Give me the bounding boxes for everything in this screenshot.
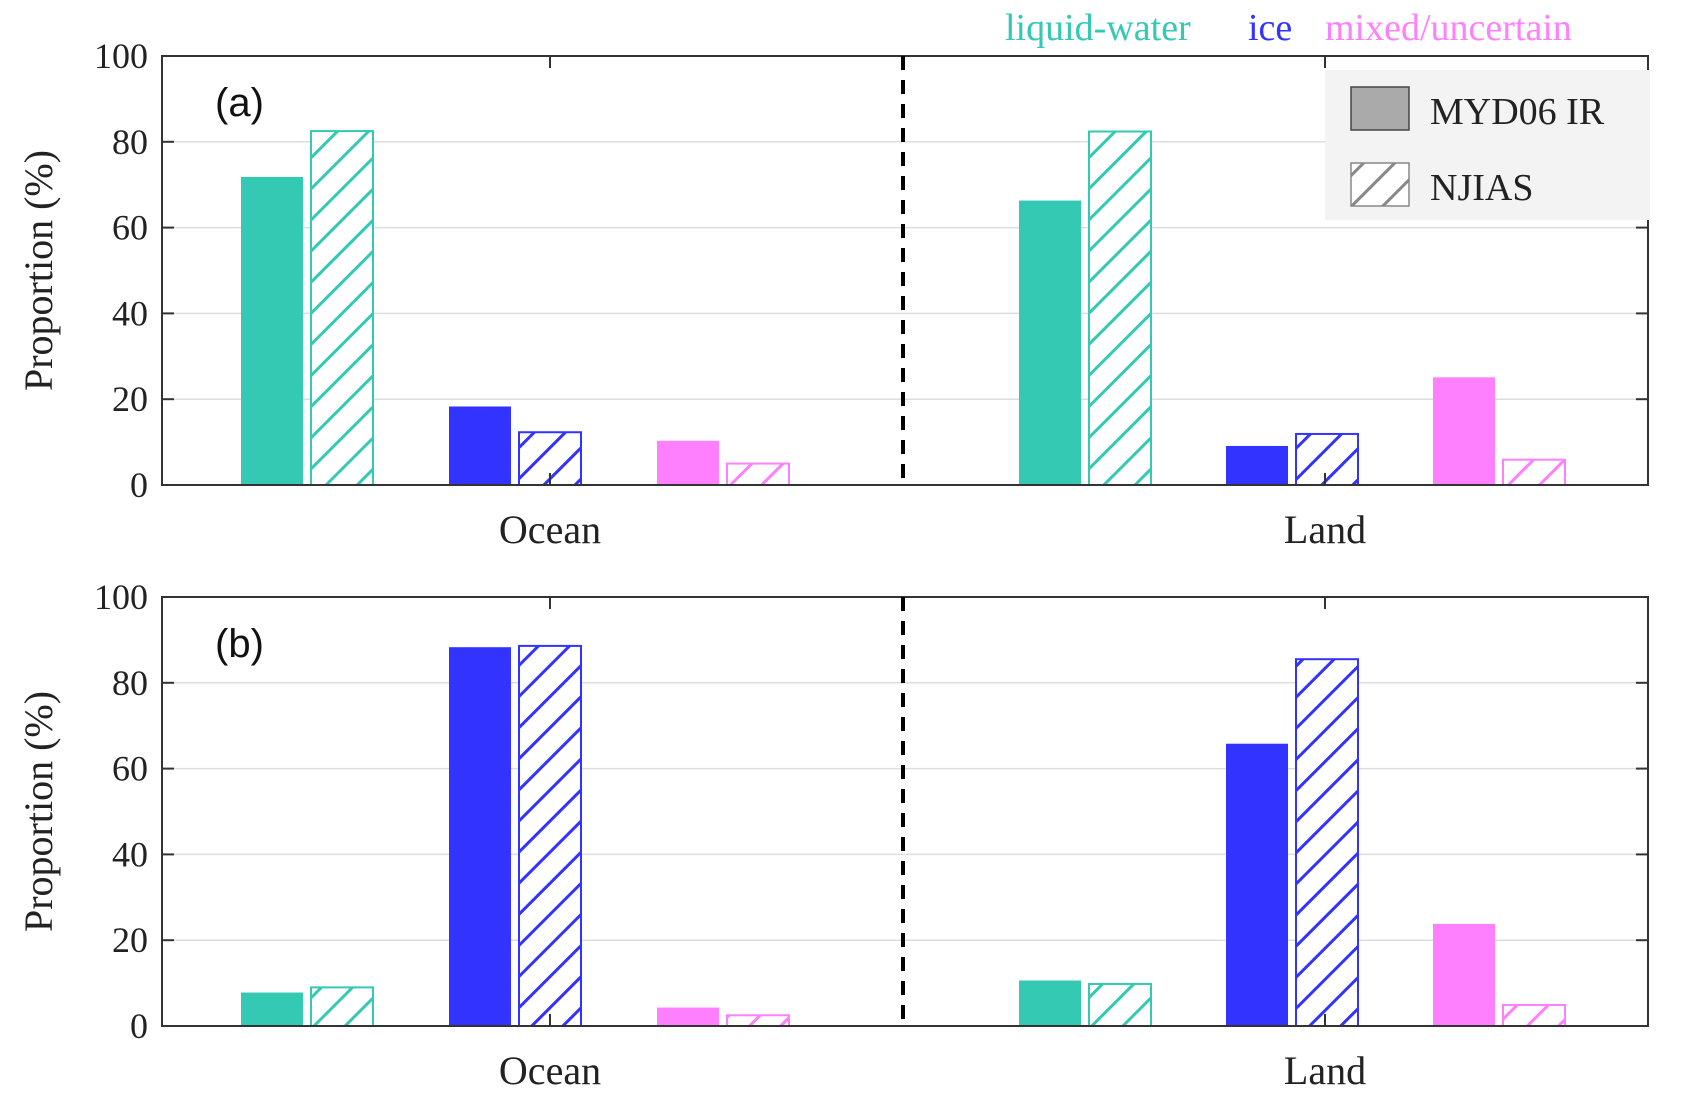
- bar-ocean-ice-myd06-ir: [449, 647, 511, 1026]
- bar-land-ice-myd06-ir: [1226, 445, 1288, 485]
- y-tick-label: 100: [94, 36, 148, 76]
- category-legend-mixed-uncertain: mixed/uncertain: [1325, 7, 1572, 49]
- group-label-ocean: Ocean: [499, 1048, 601, 1093]
- bar-ocean-mixed-uncertain-njias: [726, 1014, 790, 1028]
- bar-land-mixed-uncertain-myd06-ir: [1433, 923, 1495, 1026]
- bar-land-mixed-uncertain-njias: [1502, 458, 1566, 486]
- bar-ocean-liquid-water-myd06-ir: [241, 176, 303, 485]
- y-axis-title: Proportion (%): [16, 691, 61, 932]
- series-legend-label-myd06: MYD06 IR: [1430, 91, 1605, 133]
- bar-land-ice-njias: [1295, 658, 1359, 1028]
- category-legend-ice: ice: [1248, 7, 1292, 49]
- y-axis-title: Proportion (%): [16, 150, 61, 391]
- y-tick-label: 60: [112, 749, 148, 789]
- bar-ocean-mixed-uncertain-myd06-ir: [657, 440, 719, 485]
- y-tick-label: 80: [112, 663, 148, 703]
- bar-land-mixed-uncertain-myd06-ir: [1433, 377, 1495, 485]
- y-tick-label: 20: [112, 379, 148, 419]
- series-legend-label-njias: NJIAS: [1430, 167, 1533, 209]
- bar-ocean-ice-myd06-ir: [449, 406, 511, 485]
- series-legend: MYD06 IR NJIAS: [1325, 70, 1650, 220]
- category-legend-liquid-water: liquid-water: [1005, 7, 1191, 49]
- group-label-land: Land: [1284, 1048, 1366, 1093]
- series-legend-swatch-hatched: [1350, 162, 1410, 207]
- bar-land-ice-myd06-ir: [1226, 743, 1288, 1026]
- y-tick-label: 0: [130, 465, 148, 505]
- bar-ocean-mixed-uncertain-njias: [726, 462, 790, 486]
- y-tick-label: 40: [112, 293, 148, 333]
- y-tick-label: 100: [94, 577, 148, 617]
- bar-land-ice-njias: [1295, 432, 1359, 487]
- y-tick-label: 80: [112, 122, 148, 162]
- y-tick-label: 0: [130, 1006, 148, 1046]
- bar-land-mixed-uncertain-njias: [1502, 1003, 1566, 1028]
- bar-ocean-liquid-water-njias: [310, 130, 374, 486]
- bar-land-liquid-water-myd06-ir: [1019, 200, 1081, 485]
- panel-label: (a): [215, 81, 264, 125]
- panel-b: Ocean Land 0 20 40 60 80 100 Proportion (%) (b): [16, 577, 1649, 1093]
- y-tick-label: 40: [112, 834, 148, 874]
- panel-a: Ocean Land 0 20 40 60 80 100 Proportion (%) (a): [16, 36, 1649, 552]
- bar-ocean-mixed-uncertain-myd06-ir: [657, 1007, 719, 1026]
- bar-ocean-liquid-water-njias: [310, 986, 374, 1028]
- y-tick-label: 60: [112, 208, 148, 248]
- bar-land-liquid-water-njias: [1088, 130, 1152, 486]
- y-tick-label: 20: [112, 920, 148, 960]
- category-legend: liquid-water ice mixed/uncertain: [1005, 7, 1572, 49]
- panel-label: (b): [215, 622, 264, 666]
- group-label-land: Land: [1284, 507, 1366, 552]
- bar-land-liquid-water-myd06-ir: [1019, 980, 1081, 1026]
- bar-ocean-liquid-water-myd06-ir: [241, 992, 303, 1026]
- series-legend-swatch-solid: [1350, 86, 1410, 131]
- bar-land-liquid-water-njias: [1088, 982, 1152, 1028]
- bar-ocean-ice-njias: [518, 644, 582, 1027]
- group-label-ocean: Ocean: [499, 507, 601, 552]
